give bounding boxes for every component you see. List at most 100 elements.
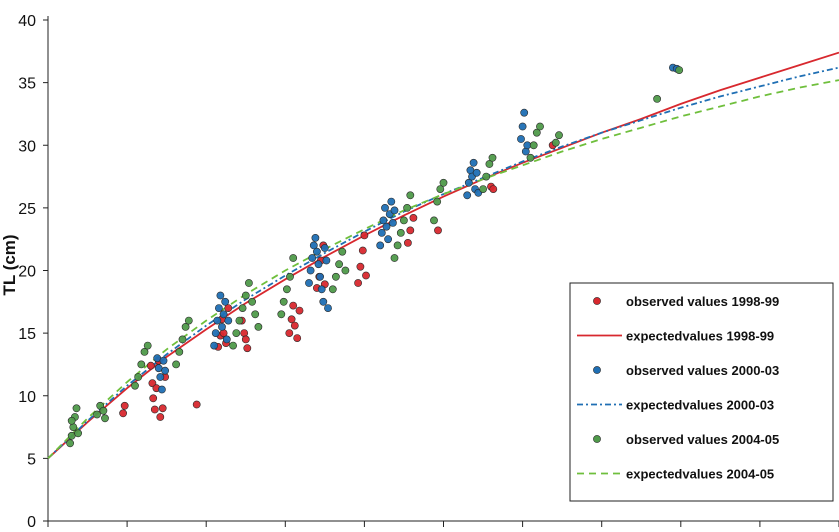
- data-point: [382, 222, 391, 231]
- expected-curve: [47, 51, 839, 460]
- data-point: [244, 279, 253, 287]
- legend: observed values 1998-99 expectedvalues 19…: [569, 282, 834, 502]
- data-point: [517, 135, 525, 143]
- y-tick-label: 30: [18, 138, 36, 155]
- data-point: [396, 228, 405, 237]
- data-point: [390, 206, 399, 215]
- data-point: [376, 241, 385, 250]
- data-point: [314, 260, 323, 269]
- data-point: [101, 414, 109, 423]
- y-axis-title: TL (cm): [0, 234, 19, 295]
- data-point: [157, 385, 166, 394]
- y-tick-label: 25: [18, 201, 36, 218]
- data-point: [74, 429, 82, 438]
- data-point: [482, 172, 491, 181]
- legend-marker: [593, 366, 601, 374]
- data-point: [338, 247, 347, 256]
- legend-label: expectedvalues 1998-99: [626, 329, 774, 344]
- data-point: [158, 404, 167, 413]
- data-point: [295, 306, 304, 315]
- data-point: [243, 344, 252, 353]
- data-point: [131, 381, 139, 390]
- legend-marker: [593, 435, 601, 443]
- data-point: [211, 329, 220, 337]
- data-point: [218, 322, 226, 331]
- data-point: [285, 329, 294, 337]
- data-point: [184, 316, 193, 325]
- data-point: [464, 178, 473, 187]
- y-tick-label: 35: [18, 76, 36, 93]
- data-point: [66, 439, 74, 448]
- data-point: [143, 341, 152, 350]
- legend-label: observed values 2000-03: [626, 363, 779, 378]
- data-point: [381, 203, 389, 212]
- data-point: [248, 297, 256, 306]
- data-point: [399, 216, 408, 225]
- data-point: [293, 334, 302, 342]
- data-point: [192, 400, 201, 409]
- legend-label: observed values 2004-05: [626, 432, 779, 447]
- data-point: [251, 310, 260, 319]
- data-point: [67, 416, 76, 425]
- data-point: [331, 272, 340, 281]
- data-point: [290, 321, 299, 330]
- data-point: [72, 404, 81, 413]
- data-point: [178, 335, 187, 344]
- data-point: [433, 197, 442, 206]
- data-point: [286, 272, 294, 281]
- data-point: [520, 108, 529, 117]
- data-point: [436, 185, 445, 193]
- data-point: [551, 138, 560, 147]
- data-point: [379, 216, 388, 225]
- data-point: [156, 413, 165, 421]
- data-point: [219, 310, 228, 319]
- data-point: [224, 304, 233, 312]
- data-point: [156, 373, 165, 381]
- data-point: [119, 409, 127, 418]
- expected-curves: [47, 51, 839, 460]
- data-point: [319, 297, 328, 306]
- data-point: [406, 191, 415, 200]
- y-tick-label: 15: [18, 326, 36, 343]
- data-point: [439, 178, 448, 187]
- data-point: [305, 279, 313, 287]
- data-point: [387, 197, 396, 206]
- axes: 0 5 10 15 20 25 30 35 40: [18, 13, 839, 531]
- data-point: [229, 341, 237, 350]
- data-point: [354, 279, 362, 287]
- data-point: [216, 291, 225, 300]
- legend-label: expectedvalues 2004-05: [626, 467, 774, 482]
- data-point: [120, 401, 129, 410]
- data-point: [358, 246, 367, 255]
- data-point: [653, 95, 661, 103]
- legend-label: expectedvalues 2000-03: [626, 398, 774, 413]
- data-point: [232, 329, 241, 337]
- data-point: [362, 271, 370, 280]
- data-point: [149, 394, 158, 403]
- data-point: [488, 153, 497, 162]
- data-point: [277, 310, 286, 319]
- data-point: [312, 247, 321, 256]
- data-point: [409, 213, 418, 222]
- data-point: [241, 291, 250, 300]
- data-point: [360, 231, 369, 240]
- data-point: [210, 341, 218, 350]
- data-point: [675, 66, 684, 74]
- data-point: [384, 235, 392, 244]
- expected-curve: [47, 79, 839, 460]
- data-point: [99, 406, 108, 415]
- data-point: [282, 285, 291, 294]
- data-point: [224, 316, 233, 325]
- data-point: [93, 410, 101, 419]
- data-point: [159, 356, 168, 365]
- data-point: [341, 266, 350, 275]
- data-point: [320, 244, 329, 252]
- data-point: [463, 191, 472, 200]
- data-point: [518, 122, 527, 131]
- data-point: [316, 272, 324, 281]
- data-point: [172, 360, 180, 369]
- y-tick-label: 0: [27, 514, 36, 531]
- data-point: [469, 158, 478, 167]
- data-point: [388, 218, 397, 227]
